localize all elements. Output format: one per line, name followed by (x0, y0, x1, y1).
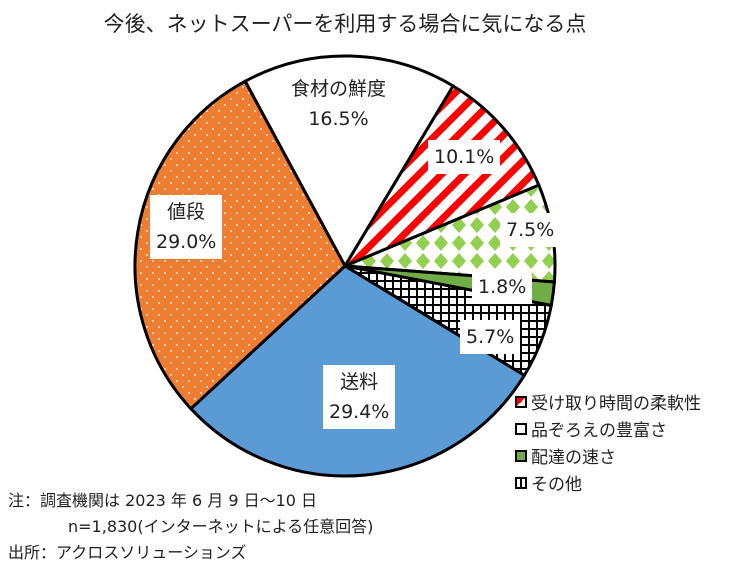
legend-swatch (515, 476, 527, 489)
legend-swatch (515, 449, 527, 462)
legend-item: その他 (515, 469, 701, 496)
data-label: 7.5% (500, 213, 561, 247)
chart-title: 今後、ネットスーパーを利用する場合に気になる点 (103, 12, 587, 36)
slice-value: 7.5% (506, 219, 555, 241)
legend-item: 配達の速さ (515, 442, 701, 469)
data-label: 10.1% (428, 140, 501, 174)
data-label: 送料 29.4% (323, 365, 396, 429)
slice-name: 値段 (167, 201, 206, 223)
legend-item: 品ぞろえの豊富さ (515, 415, 701, 442)
pie-slice (133, 79, 347, 411)
legend-label: 品ぞろえの豊富さ (531, 421, 667, 441)
data-label: 5.7% (460, 320, 521, 354)
legend-swatch (515, 395, 527, 408)
legend-swatch (515, 422, 527, 435)
slice-value: 29.4% (329, 401, 390, 423)
slice-name: 送料 (340, 371, 379, 393)
footnote: 注：調査機関は 2023 年 6 月 9 日～10 日 n=1,830(インター… (8, 488, 373, 566)
note-line: 注：調査機関は 2023 年 6 月 9 日～10 日 (8, 491, 318, 510)
legend-label: 受け取り時間の柔軟性 (531, 394, 701, 414)
slice-value: 5.7% (466, 326, 515, 348)
pie-slice (243, 54, 456, 270)
pie-slice (341, 83, 541, 270)
note-line: 出所：アクロスソリューションズ (8, 543, 247, 562)
legend-label: その他 (531, 475, 582, 495)
slice-value: 29.0% (156, 231, 217, 253)
slice-value: 10.1% (434, 146, 495, 168)
slice-name: 食材の鮮度 (291, 78, 387, 100)
slice-value: 1.8% (478, 276, 527, 298)
data-label: 食材の鮮度 16.5% (285, 72, 392, 136)
legend-label: 配達の速さ (531, 448, 616, 468)
data-label: 値段 29.0% (150, 195, 223, 259)
legend-item: 受け取り時間の柔軟性 (515, 388, 701, 415)
slice-value: 16.5% (308, 108, 369, 130)
data-label: 1.8% (472, 270, 533, 304)
legend: 受け取り時間の柔軟性 品ぞろえの豊富さ 配達の速さ その他 (515, 388, 701, 496)
note-line: n=1,830(インターネットによる任意回答) (68, 517, 374, 536)
